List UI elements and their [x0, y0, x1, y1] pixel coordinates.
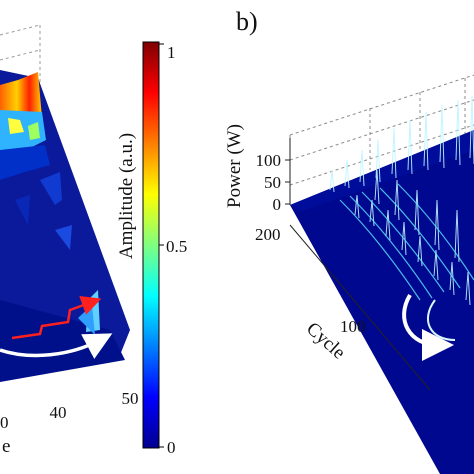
panel-b-surface — [285, 74, 474, 474]
panel-b-y-tick: 200 — [255, 225, 281, 244]
panel-b-z-tick: 100 — [256, 151, 282, 170]
panel-a-x-axis-label: e — [2, 436, 10, 457]
panel-b-z-tick: 50 — [264, 173, 281, 192]
panel-a-white-arrow — [0, 333, 113, 359]
colorbar-gradient — [142, 41, 160, 449]
panel-b-y-tick: 100 — [340, 317, 366, 336]
colorbar-tick: 0.5 — [166, 237, 187, 256]
colorbar-label: Amplitude (a.u.) — [116, 133, 137, 259]
panel-a-x-tick: 0 — [0, 413, 9, 432]
panel-a-x-tick: 50 — [122, 389, 139, 408]
panel-b-y-ticks: 200 100 — [255, 225, 366, 336]
panel-b-z-tick: 0 — [273, 195, 282, 214]
panel-b-grid — [289, 74, 474, 205]
colorbar-tick: 1 — [167, 43, 176, 62]
colorbar-tick: 0 — [167, 438, 176, 457]
panel-b-white-arrow — [402, 293, 454, 361]
panel-a-x-ticks: 0 40 50 — [0, 389, 139, 432]
panel-b-z-axis-label: Power (W) — [224, 124, 245, 208]
panel-a-surface — [0, 24, 130, 382]
panel-a-x-tick: 40 — [50, 403, 67, 422]
panel-b-peaks — [329, 95, 474, 306]
panel-a-grid — [0, 24, 41, 95]
colorbar: 1 0.5 0 Amplitude (a.u.) — [116, 41, 187, 457]
panel-b-z-ticks: 100 50 0 — [256, 151, 282, 214]
panel-b-label: b) — [236, 7, 258, 36]
panel-a-red-arrow — [11, 296, 102, 340]
